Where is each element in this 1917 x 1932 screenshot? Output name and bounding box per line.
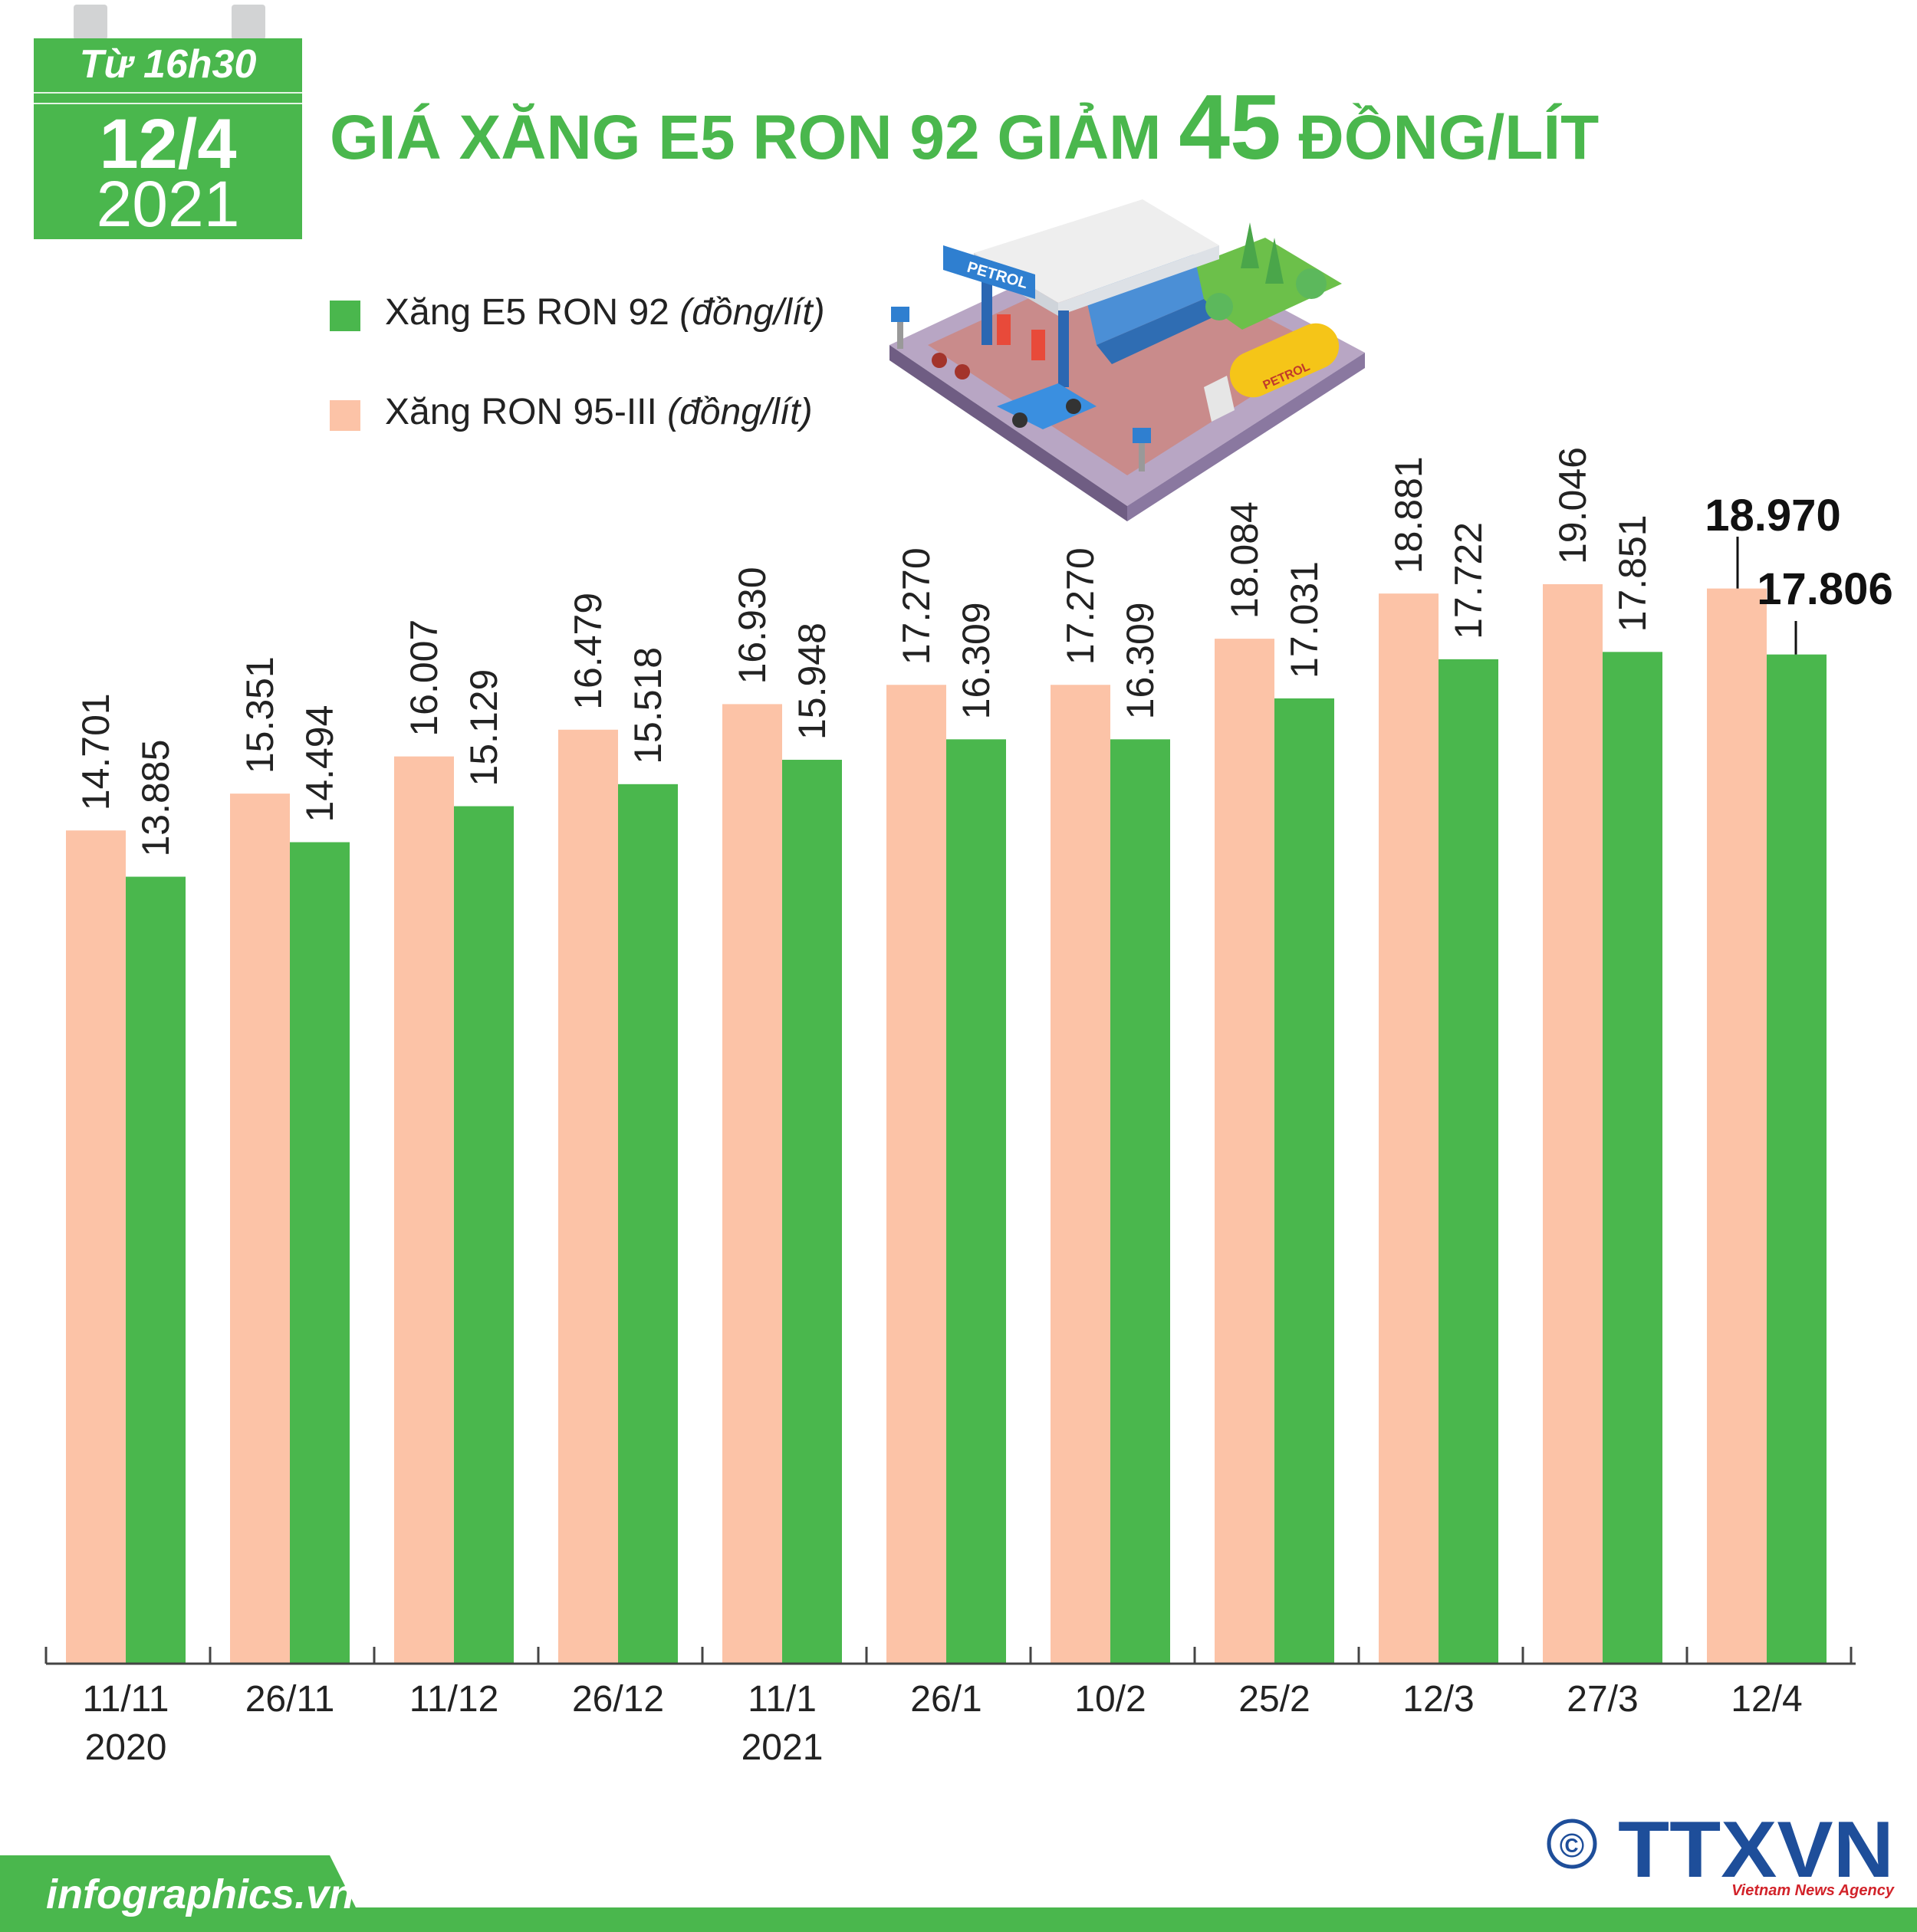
value-label-ron95-8: 18.084: [1223, 501, 1266, 619]
calendar-divider: [34, 103, 302, 104]
tree-icon: [1241, 222, 1259, 268]
value-label-ron95-11: 18.970: [1705, 491, 1840, 540]
bush-icon: [1296, 268, 1327, 299]
value-label-ron95-4: 16.479: [567, 593, 610, 710]
copyright-icon: [1547, 1819, 1597, 1869]
bar-e5-2: [290, 842, 350, 1664]
x-tick-label-10: 27/3: [1567, 1679, 1638, 1720]
footer-band: [0, 1855, 1917, 1932]
motorbike: [932, 353, 947, 368]
value-label-e5-2: 14.494: [298, 705, 341, 823]
tanker-truck-tank: [1229, 323, 1340, 398]
value-label-e5-5: 15.948: [791, 623, 834, 740]
copyright-symbol: ©: [1560, 1827, 1584, 1865]
title-prefix: GIÁ XĂNG E5 RON 92 GIẢM: [330, 103, 1179, 172]
bar-e5-11: [1767, 654, 1827, 1664]
calendar-ring-right: [232, 5, 265, 40]
bar-ron95-7: [1051, 685, 1110, 1664]
value-label-ron95-9: 18.881: [1387, 456, 1430, 573]
x-tick-label-6: 26/1: [910, 1679, 982, 1720]
x-tick-label-2: 26/11: [245, 1679, 335, 1720]
value-label-ron95-2: 15.351: [238, 656, 281, 774]
calendar-divider: [34, 92, 302, 94]
value-label-e5-9: 17.722: [1447, 522, 1490, 639]
bar-ron95-3: [394, 756, 454, 1664]
value-label-ron95-6: 17.270: [895, 547, 938, 665]
x-tick-label-9: 12/3: [1402, 1679, 1474, 1720]
legend-swatch-ron95: [330, 400, 360, 431]
parking-sign-icon: [891, 307, 909, 322]
value-label-e5-4: 15.518: [626, 647, 669, 764]
value-label-e5-6: 16.309: [955, 602, 998, 719]
x-tick-label-11: 12/4: [1731, 1679, 1802, 1720]
x-tick-sublabel-5: 2021: [741, 1727, 824, 1768]
website-url: infographics.vn: [46, 1871, 355, 1917]
value-label-e5-1: 13.885: [134, 740, 177, 857]
effective-date: 12/4: [99, 105, 237, 183]
bar-ron95-6: [886, 685, 946, 1664]
tree-icon: [1265, 238, 1284, 284]
bar-e5-7: [1110, 739, 1170, 1664]
effective-time: Từ 16h30: [79, 42, 257, 87]
x-tick-label-3: 11/12: [409, 1679, 499, 1720]
bar-ron95-2: [230, 794, 290, 1664]
bar-ron95-4: [558, 729, 618, 1664]
bush-icon: [1205, 293, 1233, 320]
chart-bars: [66, 584, 1827, 1664]
bar-ron95-11: [1707, 588, 1767, 1664]
x-tick-label-5: 11/1: [748, 1679, 817, 1720]
value-label-e5-7: 16.309: [1119, 602, 1162, 719]
bar-ron95-5: [722, 704, 782, 1664]
bar-e5-8: [1274, 698, 1334, 1664]
bar-e5-4: [618, 784, 678, 1664]
legend-swatch-e5: [330, 301, 360, 331]
value-label-ron95-1: 14.701: [74, 693, 117, 810]
tanker-truck-cab: [1204, 376, 1235, 422]
legend-label-ron95: Xăng RON 95-III (đồng/lít): [385, 392, 813, 432]
page-title: GIÁ XĂNG E5 RON 92 GIẢM 45 ĐỒNG/LÍT: [330, 81, 1599, 173]
date-calendar-badge: Từ 16h30 12/4 2021: [34, 38, 302, 240]
bar-ron95-1: [66, 830, 126, 1664]
value-label-e5-11: 17.806: [1757, 564, 1892, 614]
fuel-pump: [1031, 330, 1045, 360]
bar-e5-3: [454, 806, 514, 1664]
ttxvn-logo: © TTXVN Vietnam News Agency: [1547, 1809, 1895, 1899]
x-tick-sublabel-1: 2020: [85, 1727, 167, 1768]
chart-labels: 14.701 13.885 11/11 2020 15.351 14.494 26/11 16…: [74, 447, 1893, 1768]
title-suffix: ĐỒNG/LÍT: [1281, 103, 1600, 172]
canopy-pillar: [1058, 310, 1069, 387]
calendar-ring-left: [74, 5, 107, 40]
value-label-ron95-10: 19.046: [1551, 447, 1594, 564]
x-tick-label-1: 11/11: [83, 1679, 169, 1720]
bar-ron95-9: [1379, 593, 1439, 1664]
bar-e5-6: [946, 739, 1006, 1664]
bar-ron95-10: [1543, 584, 1603, 1664]
bar-e5-9: [1439, 659, 1498, 1664]
value-label-ron95-3: 16.007: [403, 619, 446, 737]
value-label-e5-3: 15.129: [462, 669, 505, 787]
x-tick-label-4: 26/12: [572, 1679, 664, 1720]
bar-e5-1: [126, 876, 186, 1664]
x-tick-label-7: 10/2: [1074, 1679, 1146, 1720]
x-axis: [44, 1647, 1856, 1665]
legend-label-e5: Xăng E5 RON 92 (đồng/lít): [385, 292, 825, 333]
parking-sign-icon: [1133, 428, 1151, 443]
value-label-ron95-5: 16.930: [731, 567, 774, 684]
fuel-pump: [997, 314, 1011, 345]
agency-name: TTXVN: [1618, 1809, 1894, 1894]
effective-year: 2021: [96, 168, 240, 240]
value-label-e5-10: 17.851: [1611, 514, 1654, 632]
value-label-e5-8: 17.031: [1283, 561, 1326, 678]
petrol-station-illustration: PETROL PETROL: [889, 199, 1365, 521]
bar-e5-5: [782, 760, 842, 1664]
title-number: 45: [1179, 76, 1281, 179]
x-tick-label-8: 25/2: [1238, 1679, 1310, 1720]
bar-ron95-8: [1215, 639, 1274, 1664]
bar-e5-10: [1603, 652, 1662, 1664]
price-bar-chart: 14.701 13.885 11/11 2020 15.351 14.494 26/11 16…: [44, 447, 1893, 1768]
agency-subtitle: Vietnam News Agency: [1731, 1882, 1895, 1899]
value-label-ron95-7: 17.270: [1059, 547, 1102, 665]
